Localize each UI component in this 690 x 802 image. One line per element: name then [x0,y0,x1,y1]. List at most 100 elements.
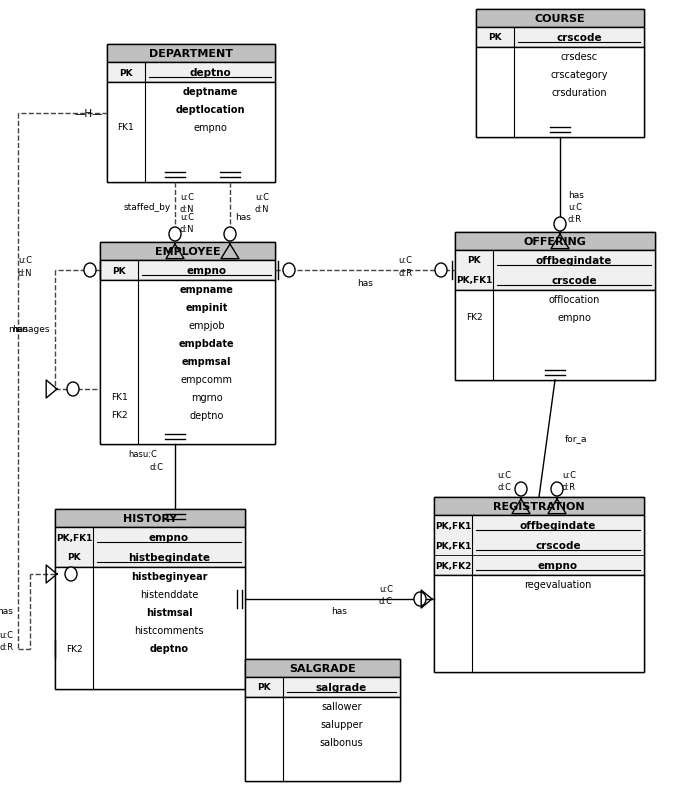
Text: PK,FK1: PK,FK1 [435,520,471,530]
Bar [476,10,644,28]
Text: deptname: deptname [182,87,238,97]
Bar [55,509,245,689]
Bar [455,290,655,380]
Bar [455,233,655,380]
Text: FK2: FK2 [466,313,482,322]
Text: u:C: u:C [379,585,393,593]
Text: histcomments: histcomments [135,626,204,635]
Text: PK,FK2: PK,FK2 [435,561,471,569]
Text: PK,FK1: PK,FK1 [456,276,492,286]
Text: FK1: FK1 [110,393,128,402]
Bar [245,659,400,677]
Circle shape [414,592,426,606]
Text: u:C: u:C [255,192,269,201]
Text: crscode: crscode [556,33,602,43]
Text: empbdate: empbdate [179,338,235,349]
Text: u:C: u:C [497,471,511,480]
Bar [476,10,644,138]
Text: empcomm: empcomm [181,375,233,384]
Text: deptlocation: deptlocation [175,105,245,115]
Text: empinit: empinit [186,302,228,313]
Bar [434,497,644,672]
Circle shape [84,264,96,277]
Text: COURSE: COURSE [535,14,585,24]
Text: d:R: d:R [398,268,412,277]
Text: salbonus: salbonus [319,737,364,747]
Bar [55,509,245,528]
Text: empname: empname [179,285,233,294]
Text: PK,FK1: PK,FK1 [56,533,92,542]
Bar [100,243,275,261]
Circle shape [65,567,77,581]
Text: manages: manages [8,325,50,334]
Text: u:C: u:C [398,256,412,265]
Text: deptno: deptno [189,68,231,78]
Text: hasu:C: hasu:C [128,450,157,459]
Text: u:C: u:C [180,213,194,222]
Text: PK: PK [67,553,81,561]
Text: has: has [568,190,584,199]
Circle shape [554,217,566,232]
Text: d:N: d:N [18,268,32,277]
Text: d:C: d:C [149,462,163,471]
Bar [455,233,655,251]
Text: u:C: u:C [568,203,582,213]
Text: for_a: for_a [565,434,587,443]
Text: crsduration: crsduration [551,88,607,98]
Bar [245,677,400,697]
Text: offbegindate: offbegindate [520,520,596,530]
Text: u:C: u:C [180,192,194,201]
Circle shape [435,264,447,277]
Text: offbegindate: offbegindate [536,256,612,265]
Text: mgrno: mgrno [190,392,222,403]
Text: PK: PK [112,266,126,275]
Text: salupper: salupper [320,719,363,729]
Text: d:R: d:R [0,642,13,650]
Text: has: has [357,278,373,287]
Text: d:N: d:N [180,205,195,213]
Circle shape [169,228,181,241]
Text: d:N: d:N [255,205,270,213]
Bar [55,528,245,567]
Bar [245,697,400,781]
Text: has: has [12,325,28,334]
Text: deptno: deptno [150,643,188,653]
Text: empno: empno [193,123,227,133]
Text: regevaluation: regevaluation [524,579,592,589]
Text: d:R: d:R [568,215,582,225]
Text: empno: empno [538,561,578,570]
Text: EMPLOYEE: EMPLOYEE [155,247,220,257]
Bar [100,261,275,281]
Text: crscategory: crscategory [550,70,608,80]
Bar [434,516,644,575]
Circle shape [224,228,236,241]
Text: empno: empno [557,313,591,322]
Text: u:C: u:C [562,471,576,480]
Bar [107,83,275,183]
Text: histenddate: histenddate [140,589,198,599]
Circle shape [515,482,527,496]
Text: empmsal: empmsal [181,357,231,367]
Text: d:N: d:N [180,225,195,234]
Text: histmsal: histmsal [146,607,193,618]
Text: d:R: d:R [562,483,576,492]
Bar [434,575,644,672]
Text: REGISTRATION: REGISTRATION [493,501,585,512]
Bar [100,281,275,444]
Text: empno: empno [186,265,226,276]
Text: HISTORY: HISTORY [123,513,177,524]
Text: has: has [235,213,251,222]
Text: staffed_by: staffed_by [124,203,170,213]
Text: d:C: d:C [379,597,393,606]
Bar [434,497,644,516]
Circle shape [551,482,563,496]
Text: u:C: u:C [18,256,32,265]
Text: histbeginyear: histbeginyear [130,571,207,581]
Text: u:C: u:C [0,630,13,638]
Text: histbegindate: histbegindate [128,553,210,562]
Text: PK: PK [467,256,481,265]
Text: crscode: crscode [551,276,597,286]
Bar [100,243,275,444]
Text: salgrade: salgrade [316,683,367,692]
Text: empjob: empjob [188,321,225,330]
